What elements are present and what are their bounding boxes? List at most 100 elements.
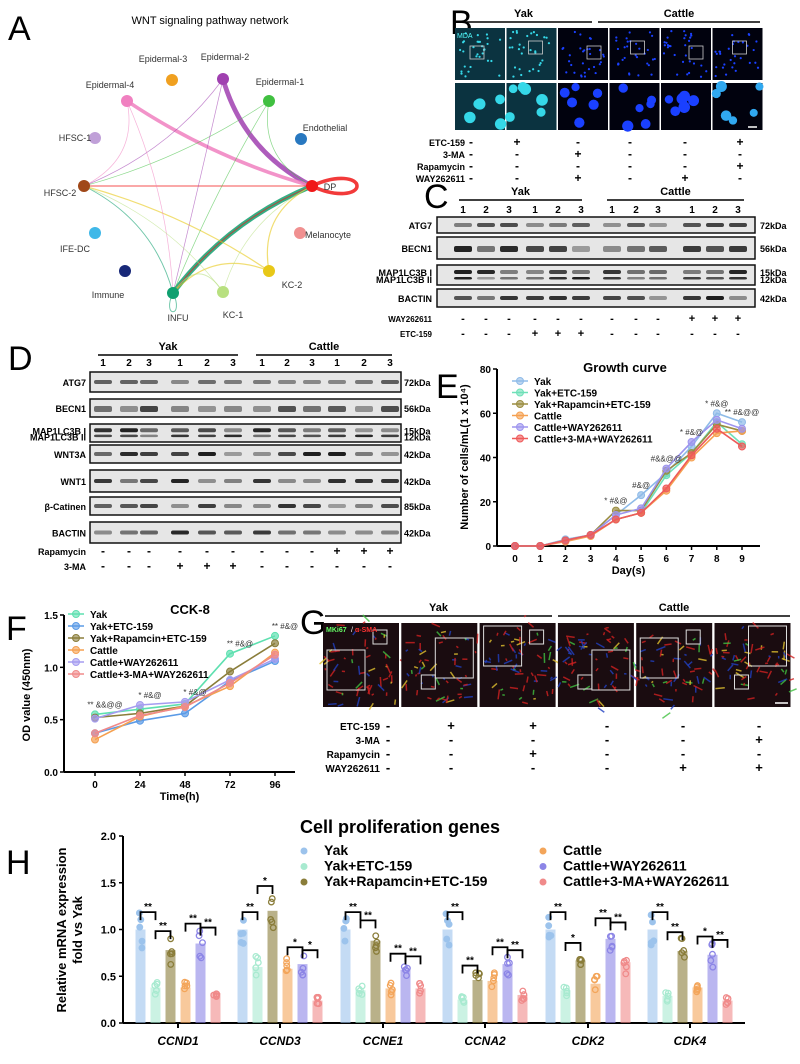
data-point bbox=[650, 937, 658, 945]
cell bbox=[607, 638, 612, 641]
kda-label: 72kDa bbox=[760, 221, 788, 231]
blot-band bbox=[381, 479, 399, 483]
stain-label-asma: α-SMA bbox=[355, 627, 377, 634]
data-point bbox=[611, 515, 620, 524]
x-tick-label: 5 bbox=[638, 554, 644, 565]
data-point bbox=[300, 952, 308, 960]
blot-band bbox=[120, 504, 138, 508]
cell bbox=[743, 682, 746, 686]
cell bbox=[780, 668, 785, 673]
cell bbox=[611, 635, 615, 639]
legend-marker bbox=[516, 434, 524, 443]
significance-annotation: ** #&@ bbox=[272, 622, 298, 631]
nucleus bbox=[592, 65, 596, 69]
treatment-sign: + bbox=[679, 760, 687, 775]
cell bbox=[416, 690, 419, 696]
blot-band bbox=[355, 530, 373, 535]
nucleus bbox=[692, 62, 696, 65]
bar bbox=[620, 962, 631, 1023]
cell bbox=[756, 666, 761, 673]
data-point bbox=[226, 679, 234, 688]
treatment-sign: - bbox=[484, 313, 488, 325]
cell bbox=[496, 632, 499, 636]
cell bbox=[500, 688, 504, 691]
cell bbox=[463, 683, 468, 686]
cell bbox=[670, 681, 673, 687]
data-point bbox=[282, 967, 290, 975]
data-point bbox=[677, 934, 685, 942]
cell bbox=[777, 678, 788, 684]
treatment-label: 3-MA bbox=[443, 150, 465, 160]
legend-label: Yak+ETC-159 bbox=[534, 389, 598, 400]
cell bbox=[406, 672, 410, 677]
nucleus bbox=[678, 90, 691, 102]
blot-band bbox=[278, 380, 296, 384]
nucleus bbox=[673, 53, 676, 57]
treatment-sign: - bbox=[515, 159, 519, 173]
nucleus bbox=[588, 99, 599, 110]
network-edge bbox=[172, 185, 313, 294]
cell bbox=[605, 653, 609, 658]
cell bbox=[708, 671, 713, 675]
treatment-sign: - bbox=[628, 159, 632, 173]
network-edge bbox=[222, 185, 313, 293]
data-point bbox=[372, 944, 379, 952]
blot-band bbox=[500, 270, 518, 274]
data-point bbox=[252, 971, 260, 979]
nucleus bbox=[589, 37, 592, 40]
data-point bbox=[680, 953, 688, 961]
blot-band bbox=[729, 270, 747, 274]
nucleus bbox=[678, 101, 691, 113]
nucleus bbox=[721, 66, 725, 69]
nucleus bbox=[565, 71, 568, 74]
legend-label: Yak bbox=[324, 842, 348, 858]
cell bbox=[379, 676, 382, 687]
x-tick-label: 4 bbox=[613, 554, 619, 565]
blot-becn1 bbox=[89, 398, 402, 418]
treatment-sign: + bbox=[755, 760, 763, 775]
nucleus bbox=[664, 95, 674, 104]
blot-frame bbox=[89, 469, 402, 493]
blot-band bbox=[224, 406, 242, 412]
cell bbox=[550, 676, 553, 680]
cell bbox=[603, 627, 611, 634]
panel-label-D: D bbox=[8, 340, 33, 378]
panel-label-G: G bbox=[300, 604, 326, 642]
treatment-sign: - bbox=[576, 135, 580, 149]
category-label: CCNE1 bbox=[363, 1034, 404, 1048]
treatment-sign: + bbox=[736, 159, 743, 173]
blot-band bbox=[477, 270, 495, 274]
blot-band bbox=[140, 504, 158, 508]
blot-band bbox=[706, 270, 724, 274]
kda-label: 42kDa bbox=[760, 294, 788, 304]
blot-wnt1 bbox=[89, 469, 402, 493]
cell bbox=[319, 657, 327, 665]
nucleus bbox=[511, 30, 515, 34]
cell bbox=[661, 712, 671, 719]
cell bbox=[515, 654, 518, 659]
cell bbox=[518, 648, 524, 656]
cell bbox=[662, 680, 668, 684]
treatment-sign: - bbox=[683, 159, 687, 173]
nucleus bbox=[539, 61, 542, 65]
significance-label: ** bbox=[159, 921, 167, 932]
blot-band bbox=[328, 380, 346, 384]
cell bbox=[352, 630, 357, 636]
blot-band bbox=[171, 380, 189, 384]
treatment-label: Rapamycin bbox=[38, 547, 86, 557]
blot-band bbox=[328, 406, 346, 412]
significance-bracket bbox=[564, 942, 582, 951]
treatment-sign: + bbox=[574, 171, 581, 185]
inset-box bbox=[748, 625, 787, 667]
cell bbox=[329, 669, 336, 677]
cell bbox=[681, 681, 688, 686]
cell bbox=[650, 660, 655, 663]
blot-band bbox=[120, 479, 138, 483]
treatment-sign: - bbox=[260, 544, 264, 558]
data-point bbox=[167, 960, 175, 968]
cell bbox=[362, 614, 370, 623]
cell bbox=[777, 655, 780, 659]
data-point bbox=[136, 923, 144, 931]
blot-bactin bbox=[436, 288, 756, 308]
cell bbox=[390, 675, 393, 684]
